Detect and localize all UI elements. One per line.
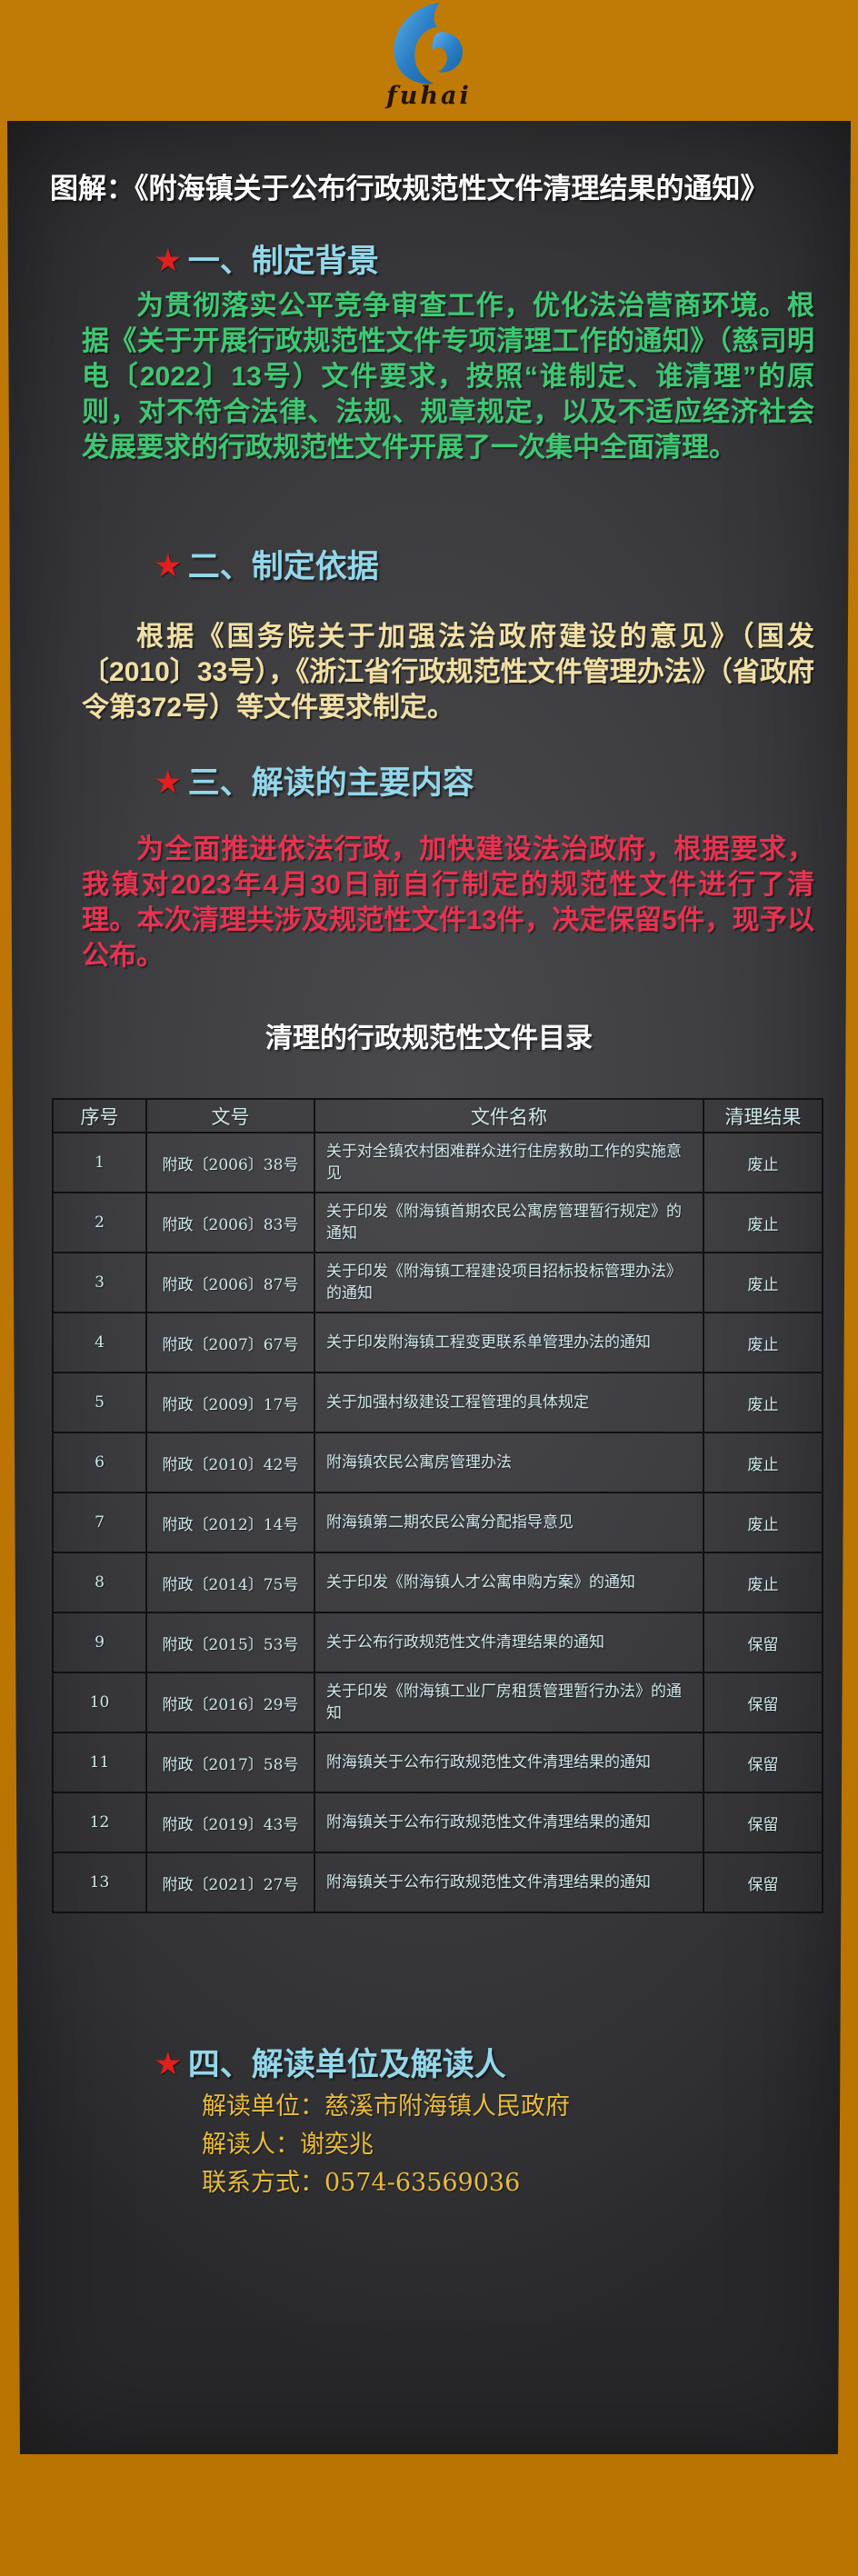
cell-docno: 附政〔2009〕17号 [146,1373,314,1433]
section-heading-4: ★ 四、解读单位及解读人 [155,2039,506,2085]
table-row: 5 附政〔2009〕17号 关于加强村级建设工程管理的具体规定 废止 [53,1373,823,1433]
cell-index: 6 [53,1433,146,1493]
brand-text: fuhai [386,82,472,110]
cell-docno: 附政〔2010〕42号 [146,1433,314,1493]
cell-result: 废止 [703,1433,823,1493]
logo-band: fuhai [0,0,858,121]
header-index: 序号 [53,1099,146,1133]
contact-person: 解读人：谢奕兆 [202,2131,374,2159]
table-row: 4 附政〔2007〕67号 关于印发附海镇工程变更联系单管理办法的通知 废止 [53,1313,823,1373]
cell-name: 关于印发《附海镇人才公寓申购方案》的通知 [314,1553,703,1612]
section-heading-3: ★ 三、解读的主要内容 [155,757,474,804]
cell-result: 保留 [703,1732,823,1792]
table-row: 7 附政〔2012〕14号 附海镇第二期农民公寓分配指导意见 废止 [53,1493,823,1553]
section-1-body: 为贯彻落实公平竞争审查工作，优化法治营商环境。根据《关于开展行政规范性文件专项清… [82,291,814,463]
cell-result: 废止 [703,1133,823,1193]
cell-name: 附海镇关于公布行政规范性文件清理结果的通知 [314,1732,703,1792]
table-row: 2 附政〔2006〕83号 关于印发《附海镇首期农民公寓房管理暂行规定》的通知 废止 [53,1193,823,1253]
section-heading-4-label: 四、解读单位及解读人 [187,2046,506,2083]
cell-result: 保留 [703,1852,823,1912]
cell-docno: 附政〔2006〕38号 [146,1133,314,1193]
contact-block: 解读单位：慈溪市附海镇人民政府 解读人：谢奕兆 联系方式：0574-635690… [202,2088,570,2202]
cell-docno: 附政〔2015〕53号 [146,1612,314,1672]
cell-name: 关于公布行政规范性文件清理结果的通知 [314,1612,703,1672]
cell-index: 2 [53,1193,146,1253]
section-2-body: 根据《国务院关于加强法治政府建设的意见》（国发〔2010〕33号），《浙江省行政… [82,622,814,723]
star-icon: ★ [155,766,181,798]
cell-result: 保留 [703,1612,823,1672]
cell-name: 关于印发附海镇工程变更联系单管理办法的通知 [314,1313,703,1373]
cell-index: 5 [53,1373,146,1433]
cell-result: 废止 [703,1193,823,1253]
section-heading-2-label: 二、制定依据 [187,548,379,585]
table-header: 序号 文号 文件名称 清理结果 [53,1099,823,1133]
cell-name: 关于加强村级建设工程管理的具体规定 [314,1373,703,1433]
cell-result: 废止 [703,1313,823,1373]
cell-result: 保留 [703,1792,823,1852]
page-title: 图解：《附海镇关于公布行政规范性文件清理结果的通知》 [50,173,769,205]
cell-index: 1 [53,1133,146,1193]
section-heading-1: ★ 一、制定背景 [155,235,379,282]
cell-index: 10 [53,1672,146,1732]
table-row: 11 附政〔2017〕58号 附海镇关于公布行政规范性文件清理结果的通知 保留 [53,1732,823,1792]
table-row: 3 附政〔2006〕87号 关于印发《附海镇工程建设项目招标投标管理办法》的通知 废止 [53,1253,823,1313]
cell-docno: 附政〔2014〕75号 [146,1553,314,1612]
cell-index: 4 [53,1313,146,1373]
table-row: 13 附政〔2021〕27号 附海镇关于公布行政规范性文件清理结果的通知 保留 [53,1852,823,1912]
table-row: 12 附政〔2019〕43号 附海镇关于公布行政规范性文件清理结果的通知 保留 [53,1792,823,1852]
table-row: 9 附政〔2015〕53号 关于公布行政规范性文件清理结果的通知 保留 [53,1612,823,1672]
cell-index: 13 [53,1852,146,1912]
table-row: 10 附政〔2016〕29号 关于印发《附海镇工业厂房租赁管理暂行办法》的通知 保留 [53,1672,823,1732]
cleanup-results-table: 序号 文号 文件名称 清理结果 1 附政〔2006〕38号 关于对全镇农村困难群众进… [52,1098,823,1913]
cell-result: 废止 [703,1253,823,1313]
cell-docno: 附政〔2019〕43号 [146,1792,314,1852]
star-icon: ★ [155,245,181,276]
table-title: 清理的行政规范性文件目录 [265,1023,593,1053]
cell-name: 附海镇农民公寓房管理办法 [314,1433,703,1493]
cell-name: 关于对全镇农村困难群众进行住房救助工作的实施意见 [314,1133,703,1193]
cell-name: 附海镇关于公布行政规范性文件清理结果的通知 [314,1792,703,1852]
section-heading-3-label: 三、解读的主要内容 [187,764,474,802]
contact-unit: 解读单位：慈溪市附海镇人民政府 [202,2092,570,2121]
cell-docno: 附政〔2006〕87号 [146,1253,314,1313]
section-3-body: 为全面推进依法行政，加快建设法治政府，根据要求，我镇对2023年4月30日前自行… [82,834,814,971]
cell-name: 附海镇第二期农民公寓分配指导意见 [314,1493,703,1553]
cell-result: 废止 [703,1493,823,1553]
cell-docno: 附政〔2012〕14号 [146,1493,314,1553]
cell-name: 附海镇关于公布行政规范性文件清理结果的通知 [314,1852,703,1912]
cell-docno: 附政〔2006〕83号 [146,1193,314,1253]
cell-docno: 附政〔2007〕67号 [146,1313,314,1373]
cell-name: 关于印发《附海镇工程建设项目招标投标管理办法》的通知 [314,1253,703,1313]
cell-index: 8 [53,1553,146,1612]
contact-phone: 联系方式：0574-63569036 [202,2169,521,2197]
cell-result: 保留 [703,1672,823,1732]
cell-index: 9 [53,1612,146,1672]
section-heading-2: ★ 二、制定依据 [155,541,379,587]
header-docno: 文号 [146,1099,314,1133]
wave-swirl-icon [394,2,464,85]
cell-docno: 附政〔2016〕29号 [146,1672,314,1732]
cell-docno: 附政〔2021〕27号 [146,1852,314,1912]
content-panel: 图解：《附海镇关于公布行政规范性文件清理结果的通知》 ★ 一、制定背景 为贯彻落实… [7,121,851,2454]
star-icon: ★ [155,550,181,582]
section-heading-1-label: 一、制定背景 [187,243,379,280]
cell-name: 关于印发《附海镇首期农民公寓房管理暂行规定》的通知 [314,1193,703,1253]
cell-result: 废止 [703,1553,823,1612]
cell-result: 废止 [703,1373,823,1433]
cell-docno: 附政〔2017〕58号 [146,1732,314,1792]
cell-name: 关于印发《附海镇工业厂房租赁管理暂行办法》的通知 [314,1672,703,1732]
table-header-row: 序号 文号 文件名称 清理结果 [53,1099,823,1133]
cell-index: 3 [53,1253,146,1313]
star-icon: ★ [155,2048,181,2080]
table-row: 1 附政〔2006〕38号 关于对全镇农村困难群众进行住房救助工作的实施意见 废止 [53,1133,823,1193]
header-name: 文件名称 [314,1099,703,1133]
header-result: 清理结果 [703,1099,823,1133]
table-row: 6 附政〔2010〕42号 附海镇农民公寓房管理办法 废止 [53,1433,823,1493]
doc-table-body: 1 附政〔2006〕38号 关于对全镇农村困难群众进行住房救助工作的实施意见 废止 2 附… [53,1133,823,1912]
table-row: 8 附政〔2014〕75号 关于印发《附海镇人才公寓申购方案》的通知 废止 [53,1553,823,1612]
cell-index: 7 [53,1493,146,1553]
cell-index: 12 [53,1792,146,1852]
cell-index: 11 [53,1732,146,1792]
